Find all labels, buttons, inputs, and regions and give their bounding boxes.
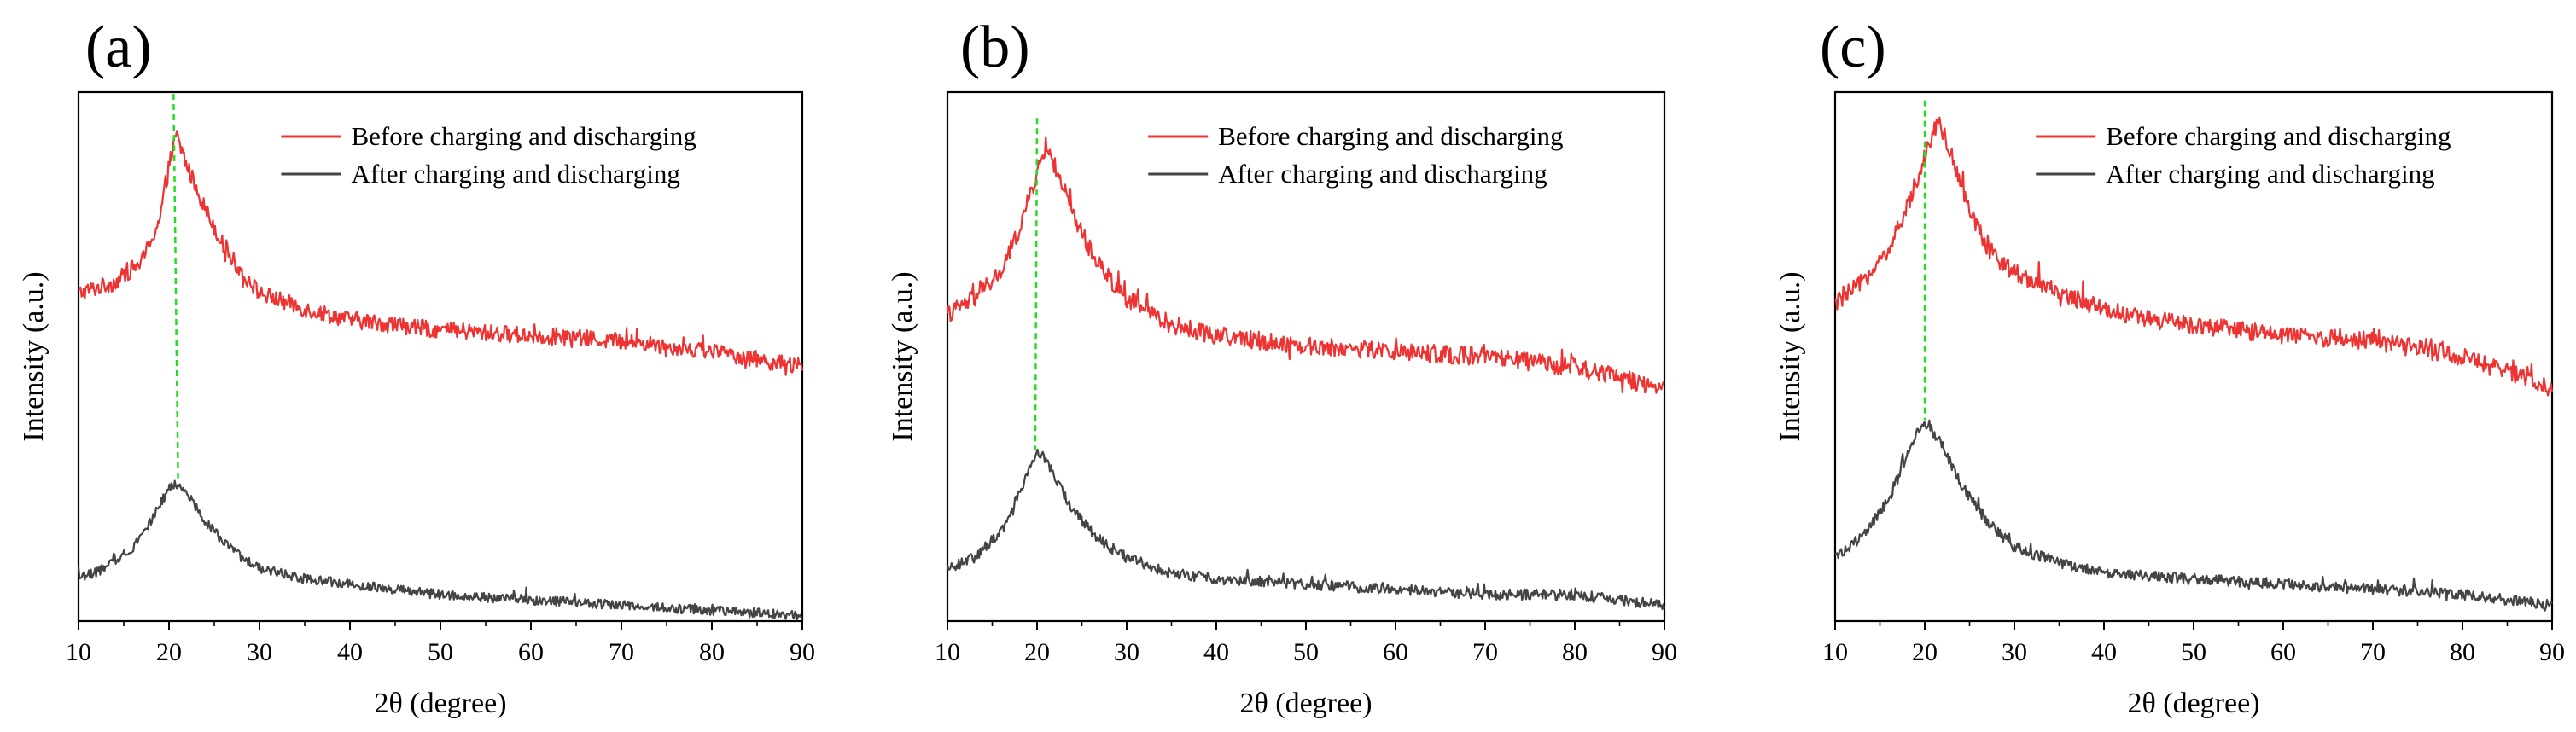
x-tick-label: 10 (66, 638, 91, 666)
x-tick-label: 80 (2450, 638, 2475, 666)
x-tick-label: 30 (2002, 638, 2027, 666)
x-tick-label: 20 (1912, 638, 1938, 666)
x-tick-label: 60 (1383, 638, 1408, 666)
x-tick-label: 60 (2270, 638, 2296, 666)
series-line-after (1834, 419, 2553, 612)
series-line-before (946, 136, 1665, 394)
legend-label-before: Before charging and discharging (351, 121, 696, 151)
x-tick-label: 50 (428, 638, 453, 666)
peak-marker-line (172, 93, 179, 479)
x-tick-label: 30 (247, 638, 272, 666)
panel-label: (b) (960, 15, 1030, 80)
x-tick-label: 10 (935, 638, 960, 666)
x-tick-label: 10 (1822, 638, 1848, 666)
x-tick-label: 90 (2539, 638, 2565, 666)
x-tick-label: 40 (337, 638, 363, 666)
x-tick-label: 90 (1652, 638, 1677, 666)
x-axis-title: 2θ (degree) (2127, 688, 2259, 719)
x-axis-title: 2θ (degree) (374, 688, 506, 719)
x-tick-label: 50 (1293, 638, 1319, 666)
legend-label-before: Before charging and discharging (2106, 121, 2451, 151)
x-tick-label: 80 (1562, 638, 1588, 666)
legend-label-before: Before charging and discharging (1218, 121, 1563, 151)
x-tick-label: 20 (156, 638, 182, 666)
x-tick-label: 40 (1203, 638, 1229, 666)
panel-label: (c) (1820, 15, 1886, 80)
x-tick-label: 70 (1472, 638, 1498, 666)
legend-label-after: After charging and discharging (351, 159, 679, 189)
x-tick-label: 50 (2181, 638, 2206, 666)
x-tick-label: 20 (1024, 638, 1050, 666)
legend-label-after: After charging and discharging (1218, 159, 1547, 189)
y-axis-title: Intensity (a.u.) (18, 271, 50, 441)
xrd-panel-b: (b) 10 20 30 40 50 60 70 80 90 2θ (degree) Intensit… (887, 15, 1677, 719)
x-tick-label: 90 (790, 638, 815, 666)
series-line-after (946, 448, 1666, 611)
x-tick-label: 70 (2360, 638, 2386, 666)
series-line-before (78, 130, 804, 376)
peak-marker-line (1034, 118, 1039, 450)
series-line-before (1833, 116, 2554, 397)
panel-label: (a) (85, 15, 152, 80)
series-line-after (77, 479, 803, 620)
legend-label-after: After charging and discharging (2106, 159, 2434, 189)
y-axis-title: Intensity (a.u.) (887, 271, 918, 441)
xrd-panel-c: (c) 10 20 30 40 50 60 70 80 90 2θ (degree) Intensit… (1775, 15, 2565, 719)
x-tick-label: 80 (699, 638, 725, 666)
y-axis-title: Intensity (a.u.) (1775, 271, 1806, 441)
xrd-panel-a: (a) 10 20 30 40 50 60 70 80 90 2θ (degree) Intensit… (18, 15, 815, 719)
x-tick-label: 30 (1114, 638, 1139, 666)
x-axis-title: 2θ (degree) (1239, 688, 1372, 719)
x-tick-label: 40 (2091, 638, 2117, 666)
x-tick-label: 60 (518, 638, 544, 666)
x-tick-label: 70 (609, 638, 634, 666)
